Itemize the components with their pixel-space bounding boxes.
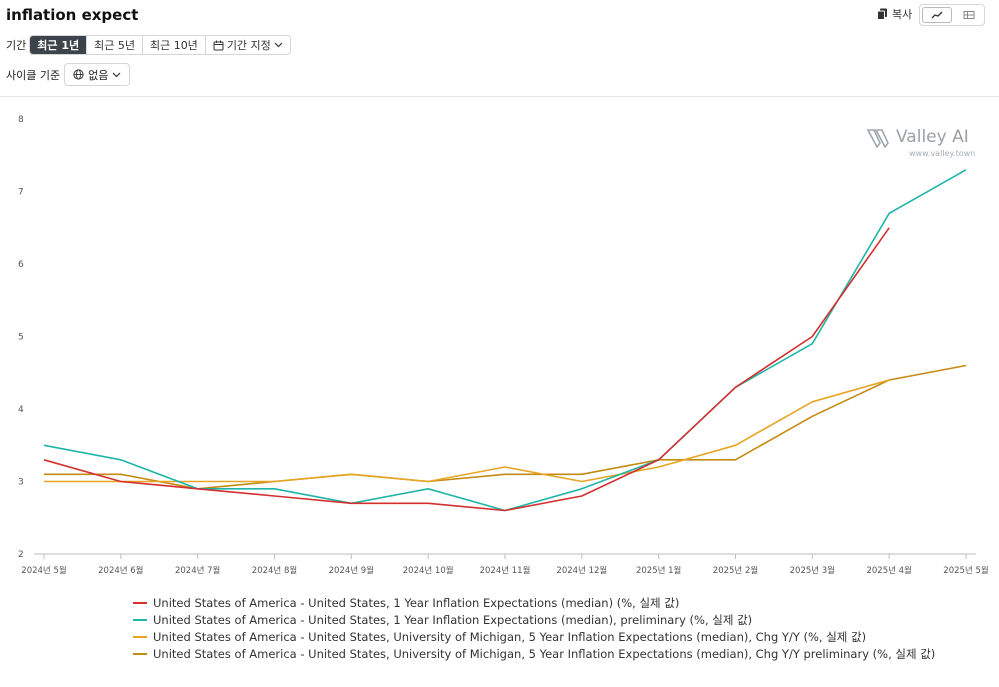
globe-icon — [73, 69, 84, 80]
chevron-down-icon — [274, 42, 283, 48]
header-divider — [0, 96, 999, 97]
page-title: inflation expect — [6, 6, 139, 24]
calendar-icon — [213, 40, 224, 50]
x-tick-label: 2024년 7월 — [175, 565, 220, 576]
legend-item[interactable]: United States of America - United States… — [133, 611, 935, 628]
legend-label: United States of America - United States… — [153, 646, 936, 661]
legend-label: United States of America - United States… — [153, 612, 753, 627]
legend-label: United States of America - United States… — [153, 629, 867, 644]
line-chart-icon — [931, 11, 943, 19]
x-tick-label: 2024년 8월 — [252, 565, 297, 576]
y-tick-label: 8 — [18, 115, 24, 125]
legend-label: United States of America - United States… — [153, 595, 680, 610]
legend-item[interactable]: United States of America - United States… — [133, 628, 935, 645]
period-5y-button[interactable]: 최근 5년 — [87, 36, 143, 54]
custom-period-label: 기간 지정 — [226, 39, 271, 52]
period-1y-button[interactable]: 최근 1년 — [30, 36, 88, 54]
x-tick-label: 2025년 1월 — [636, 565, 681, 576]
series-line-4 — [44, 364, 967, 490]
legend-item[interactable]: United States of America - United States… — [133, 594, 935, 611]
x-tick-label: 2025년 2월 — [713, 565, 758, 576]
line-chart: 2 3 4 5 6 7 8 2024년 5월 2024년 6월 2024년 7월 2024년 8월 2… — [18, 115, 989, 576]
cycle-dropdown[interactable]: 없음 — [64, 63, 131, 86]
x-tick-label: 2024년 6월 — [98, 565, 143, 576]
valley-logo-icon — [866, 129, 889, 148]
x-tick-label: 2024년 5월 — [21, 565, 66, 576]
y-tick-label: 7 — [18, 188, 24, 198]
legend-swatch — [133, 635, 147, 638]
legend-swatch — [133, 618, 147, 621]
chart-legend: United States of America - United States… — [133, 594, 935, 662]
chevron-down-icon — [112, 72, 121, 77]
x-tick-label: 2024년 10월 — [403, 565, 454, 576]
period-selector: 최근 1년 최근 5년 최근 10년 기간 지정 — [29, 35, 291, 55]
copy-label: 복사 — [892, 8, 913, 21]
cycle-row: 사이클 기준 없음 — [6, 63, 131, 86]
y-tick-label: 4 — [18, 405, 24, 415]
y-tick-label: 5 — [18, 333, 24, 343]
cycle-value: 없음 — [88, 68, 109, 82]
period-label: 기간 — [6, 39, 27, 52]
cycle-label: 사이클 기준 — [6, 68, 61, 82]
legend-swatch — [133, 652, 147, 655]
x-tick-label: 2025년 4월 — [866, 565, 911, 576]
custom-period-button[interactable]: 기간 지정 — [206, 36, 290, 54]
x-tick-label: 2025년 5월 — [943, 565, 988, 576]
watermark-brand: Valley AI — [896, 127, 969, 147]
y-tick-label: 6 — [18, 260, 24, 270]
y-tick-label: 3 — [18, 478, 24, 488]
series-line-3 — [44, 379, 890, 483]
y-tick-label: 2 — [18, 550, 24, 560]
period-10y-button[interactable]: 최근 10년 — [143, 36, 206, 54]
legend-swatch — [133, 601, 147, 604]
period-row: 기간 최근 1년 최근 5년 최근 10년 기간 지정 — [6, 35, 291, 55]
view-toggle — [919, 4, 985, 26]
table-icon — [963, 11, 975, 19]
x-tick-label: 2024년 12월 — [556, 565, 607, 576]
x-tick-label: 2025년 3월 — [790, 565, 835, 576]
table-view-button[interactable] — [954, 5, 984, 25]
legend-item[interactable]: United States of America - United States… — [133, 645, 935, 662]
chart-view-button[interactable] — [922, 7, 952, 23]
copy-icon — [877, 8, 887, 20]
x-tick-label: 2024년 11월 — [480, 565, 531, 576]
watermark-url: www.valley.town — [909, 149, 976, 158]
watermark: Valley AI www.valley.town — [866, 126, 976, 158]
series-line-1 — [43, 227, 890, 512]
x-tick-label: 2024년 9월 — [329, 565, 374, 576]
copy-button[interactable]: 복사 — [877, 6, 912, 22]
series-line-2 — [43, 169, 967, 512]
